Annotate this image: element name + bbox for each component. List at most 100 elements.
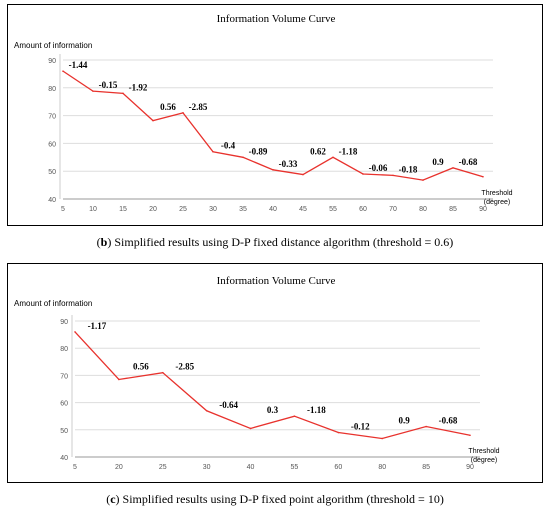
chart-b-data-label: 0.9 <box>432 157 444 167</box>
caption-b-text: Simplified results using D-P fixed dista… <box>114 235 454 249</box>
chart-b-x-tick-label: 30 <box>209 206 217 213</box>
chart-c-data-label: 0.56 <box>133 362 149 372</box>
chart-c-data-label: -1.17 <box>88 321 107 331</box>
chart-b-y-tick-label: 80 <box>48 86 56 93</box>
chart-c-x-tick-label: 85 <box>422 464 430 471</box>
chart-b-data-point <box>152 119 154 122</box>
chart-b-x-tick-label: 80 <box>419 206 427 213</box>
chart-c-data-label: -0.12 <box>351 422 370 432</box>
chart-c-y-tick-label: 40 <box>60 455 68 462</box>
chart-c-series-line <box>74 331 471 440</box>
chart-b-x-tick-label: 85 <box>449 206 457 213</box>
chart-b-x-tick-label: 55 <box>329 206 337 213</box>
chart-c-x-tick-label: 80 <box>378 464 386 471</box>
caption-c-text: Simplified results using D-P fixed point… <box>122 492 444 506</box>
chart-c-y-tick-label: 80 <box>60 346 68 353</box>
chart-b-data-label: -0.4 <box>221 141 236 151</box>
chart-b-data-label: -0.06 <box>369 163 388 173</box>
chart-b-y-tick-label: 60 <box>48 141 56 148</box>
chart-c-data-point <box>381 437 384 440</box>
chart-b-x-tick-label: 90 <box>479 206 487 213</box>
chart-c-data-point <box>337 431 340 434</box>
chart-b-data-point <box>422 179 424 181</box>
chart-b-y-tick-label: 70 <box>48 114 56 121</box>
chart-b-data-label: -1.18 <box>339 146 358 156</box>
chart-c-x-tick-label: 60 <box>334 464 342 471</box>
chart-b-x-tick-label: 5 <box>61 206 65 213</box>
chart-c-x-tick-label: 5 <box>73 464 77 471</box>
chart-c-x-tick-label: 25 <box>159 464 167 471</box>
chart-c-data-label: -1.18 <box>307 405 326 415</box>
chart-b: Information Volume Curve Amount of inform… <box>14 13 513 213</box>
caption-c: (c) Simplified results using D-P fixed p… <box>106 492 444 506</box>
chart-b-x-tick-label: 60 <box>359 206 367 213</box>
chart-c-data-point <box>425 425 427 428</box>
chart-b-data-point <box>212 150 214 153</box>
chart-c-y-axis-label: Amount of information <box>14 299 92 308</box>
chart-b-data-label: -0.33 <box>279 159 298 169</box>
chart-c-data-label: -0.68 <box>439 416 458 426</box>
chart-b-y-tick-label: 40 <box>48 197 56 204</box>
chart-c-x-tick-label: 55 <box>291 464 299 471</box>
chart-b-data-label: -0.89 <box>249 146 268 156</box>
chart-c-data-label: 0.3 <box>267 405 279 415</box>
chart-b-data-label: 0.56 <box>160 102 176 112</box>
chart-b-data-label: -0.68 <box>459 157 478 167</box>
chart-c-data-label: -2.85 <box>175 362 194 372</box>
caption-c-tag: c <box>110 492 116 506</box>
chart-b-y-tick-label: 90 <box>48 58 56 65</box>
chart-b-x-tick-label: 45 <box>299 206 307 213</box>
chart-b-data-label: -0.15 <box>99 80 118 90</box>
chart-b-data-point <box>62 70 64 72</box>
chart-b-x-tick-label: 70 <box>389 206 397 213</box>
chart-c-data-point <box>118 378 120 381</box>
caption-b-tag: b <box>100 235 108 249</box>
chart-b-data-point <box>122 92 124 95</box>
chart-c-title: Information Volume Curve <box>217 275 336 287</box>
chart-b-data-point <box>92 90 94 92</box>
chart-b-y-axis-label: Amount of information <box>14 41 92 50</box>
chart-b-data-point <box>482 175 484 178</box>
chart-c-data-point <box>469 434 471 437</box>
chart-c-y-tick-label: 50 <box>60 428 68 435</box>
chart-b-title: Information Volume Curve <box>217 13 336 25</box>
chart-c-data-point <box>249 427 252 430</box>
chart-c-x-tick-label: 20 <box>115 464 123 471</box>
chart-b-data-label: -2.85 <box>189 102 208 112</box>
chart-c-x-tick-label: 30 <box>203 464 211 471</box>
chart-b-data-point <box>302 173 304 176</box>
chart-c-data-label: 0.9 <box>399 416 411 426</box>
chart-panel-c: Information Volume Curve Amount of inform… <box>7 263 543 483</box>
chart-c-x-tick-label: 90 <box>466 464 474 471</box>
chart-b-data-point <box>182 112 184 114</box>
chart-c-data-label: -0.64 <box>219 400 238 410</box>
chart-c-data-point <box>74 331 76 333</box>
chart-c-y-tick-label: 90 <box>60 319 68 326</box>
chart-c-x-axis-label: Threshold <box>468 448 499 455</box>
chart-b-x-tick-label: 20 <box>149 206 157 213</box>
chart-b-data-point <box>332 156 334 159</box>
chart-b-data-point <box>392 174 394 177</box>
caption-b: (b) Simplified results using D-P fixed d… <box>96 235 454 249</box>
chart-c-data-point <box>293 415 296 417</box>
chart-b-data-point <box>362 173 364 175</box>
chart-b-data-point <box>242 156 244 159</box>
chart-b-data-point <box>452 167 454 169</box>
chart-b-x-tick-label: 25 <box>179 206 187 213</box>
chart-c-y-tick-label: 60 <box>60 401 68 408</box>
chart-c: Information Volume Curve Amount of inform… <box>14 275 500 471</box>
chart-panel-b: Information Volume Curve Amount of inform… <box>7 4 543 226</box>
chart-c-data-point <box>205 409 208 412</box>
chart-b-y-tick-label: 50 <box>48 169 56 176</box>
chart-b-data-label: -0.18 <box>399 164 418 174</box>
chart-c-x-axis-label: (degree) <box>471 457 497 464</box>
chart-b-x-axis-label: (degree) <box>484 199 510 206</box>
chart-b-x-axis-label: Threshold <box>481 190 512 197</box>
chart-b-data-label: -1.44 <box>69 60 88 70</box>
chart-c-y-tick-label: 70 <box>60 373 68 380</box>
chart-b-x-tick-label: 35 <box>239 206 247 213</box>
chart-b-x-tick-label: 15 <box>119 206 127 213</box>
chart-b-data-point <box>272 169 274 171</box>
chart-c-data-point <box>161 371 164 374</box>
chart-b-x-tick-label: 40 <box>269 206 277 213</box>
